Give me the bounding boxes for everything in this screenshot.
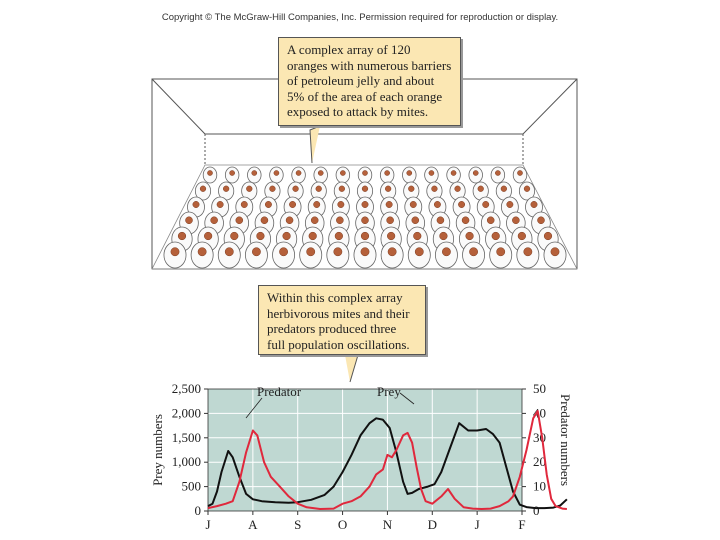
orange bbox=[407, 241, 431, 269]
orange bbox=[380, 241, 404, 269]
orange bbox=[202, 166, 218, 184]
orange bbox=[472, 181, 489, 201]
predator-label-leader bbox=[245, 397, 263, 419]
series-line-prey bbox=[207, 417, 568, 510]
predator-series-label: Predator bbox=[257, 384, 302, 399]
x-tick-label: J bbox=[475, 517, 480, 532]
orange bbox=[468, 166, 483, 184]
orange bbox=[516, 241, 540, 269]
callout-orange-array: A complex array of 120 oranges with nume… bbox=[278, 37, 461, 126]
orange bbox=[380, 196, 399, 218]
y-right-tick-label: 40 bbox=[533, 405, 546, 420]
grid-lines bbox=[207, 388, 523, 512]
orange bbox=[224, 166, 240, 184]
orange bbox=[163, 241, 187, 269]
y-left-tick-label: 0 bbox=[195, 503, 202, 518]
orange bbox=[194, 181, 212, 201]
prey-series-label: Prey bbox=[377, 384, 401, 399]
y-right-tick-label: 50 bbox=[533, 381, 546, 396]
orange bbox=[357, 166, 373, 184]
orange-grid bbox=[163, 166, 567, 269]
prey-label-leader bbox=[399, 392, 415, 405]
x-tick-label: N bbox=[383, 517, 393, 532]
plot-frame bbox=[207, 388, 523, 512]
y-left-tick-label: 500 bbox=[182, 479, 202, 494]
orange bbox=[512, 166, 528, 184]
orange bbox=[434, 241, 458, 269]
series-lines bbox=[207, 410, 568, 510]
orange bbox=[190, 241, 214, 269]
y-right-tick-label: 10 bbox=[533, 479, 546, 494]
x-tick-label: J bbox=[205, 517, 210, 532]
orange bbox=[426, 181, 443, 201]
callout-pointer-bottom bbox=[345, 354, 359, 383]
y-left-tick-label: 2,500 bbox=[172, 381, 201, 396]
orange bbox=[244, 241, 268, 269]
y-left-tick-label: 2,000 bbox=[172, 405, 201, 420]
orange bbox=[353, 241, 377, 269]
orange bbox=[449, 181, 466, 201]
orange bbox=[217, 241, 241, 269]
orange bbox=[490, 166, 506, 184]
series-line-predator bbox=[207, 410, 567, 510]
x-tick-label: A bbox=[248, 517, 258, 532]
callout-oscillations: Within this complex array herbivorous mi… bbox=[258, 285, 426, 355]
orange bbox=[333, 181, 350, 201]
orange bbox=[299, 241, 323, 269]
orange bbox=[543, 241, 567, 269]
orange bbox=[287, 181, 304, 201]
copyright-notice: Copyright © The McGraw-Hill Companies, I… bbox=[161, 12, 559, 23]
orange bbox=[269, 166, 284, 184]
orange bbox=[402, 166, 417, 184]
orange bbox=[379, 166, 395, 184]
callout-pointer-top bbox=[309, 125, 321, 164]
y-right-tick-label: 20 bbox=[533, 454, 546, 469]
y-left-tick-label: 1,000 bbox=[172, 454, 201, 469]
orange bbox=[518, 181, 536, 201]
orange bbox=[331, 196, 350, 218]
y-right-tick-label: 30 bbox=[533, 430, 546, 445]
y-left-tick-label: 1,500 bbox=[172, 430, 201, 445]
x-tick-label: O bbox=[338, 517, 347, 532]
orange bbox=[313, 166, 328, 184]
orange bbox=[424, 166, 439, 184]
right-axis: 0 10 20 30 40 50 bbox=[522, 381, 546, 518]
orange bbox=[462, 241, 486, 269]
orange bbox=[247, 166, 262, 184]
x-tick-label: F bbox=[518, 517, 525, 532]
orange bbox=[489, 241, 513, 269]
orange bbox=[310, 181, 327, 201]
left-axis: 0 500 1,000 1,500 2,000 2,500 bbox=[172, 381, 208, 518]
orange bbox=[272, 241, 296, 269]
y-right-tick-label: 0 bbox=[533, 503, 540, 518]
y-left-axis-label: Prey numbers bbox=[150, 414, 165, 486]
y-right-axis-label: Predator numbers bbox=[558, 394, 573, 486]
orange bbox=[326, 241, 350, 269]
orange bbox=[495, 181, 512, 201]
orange bbox=[446, 166, 461, 184]
x-tick-label: D bbox=[428, 517, 437, 532]
x-tick-label: S bbox=[294, 517, 301, 532]
orange bbox=[525, 196, 543, 218]
